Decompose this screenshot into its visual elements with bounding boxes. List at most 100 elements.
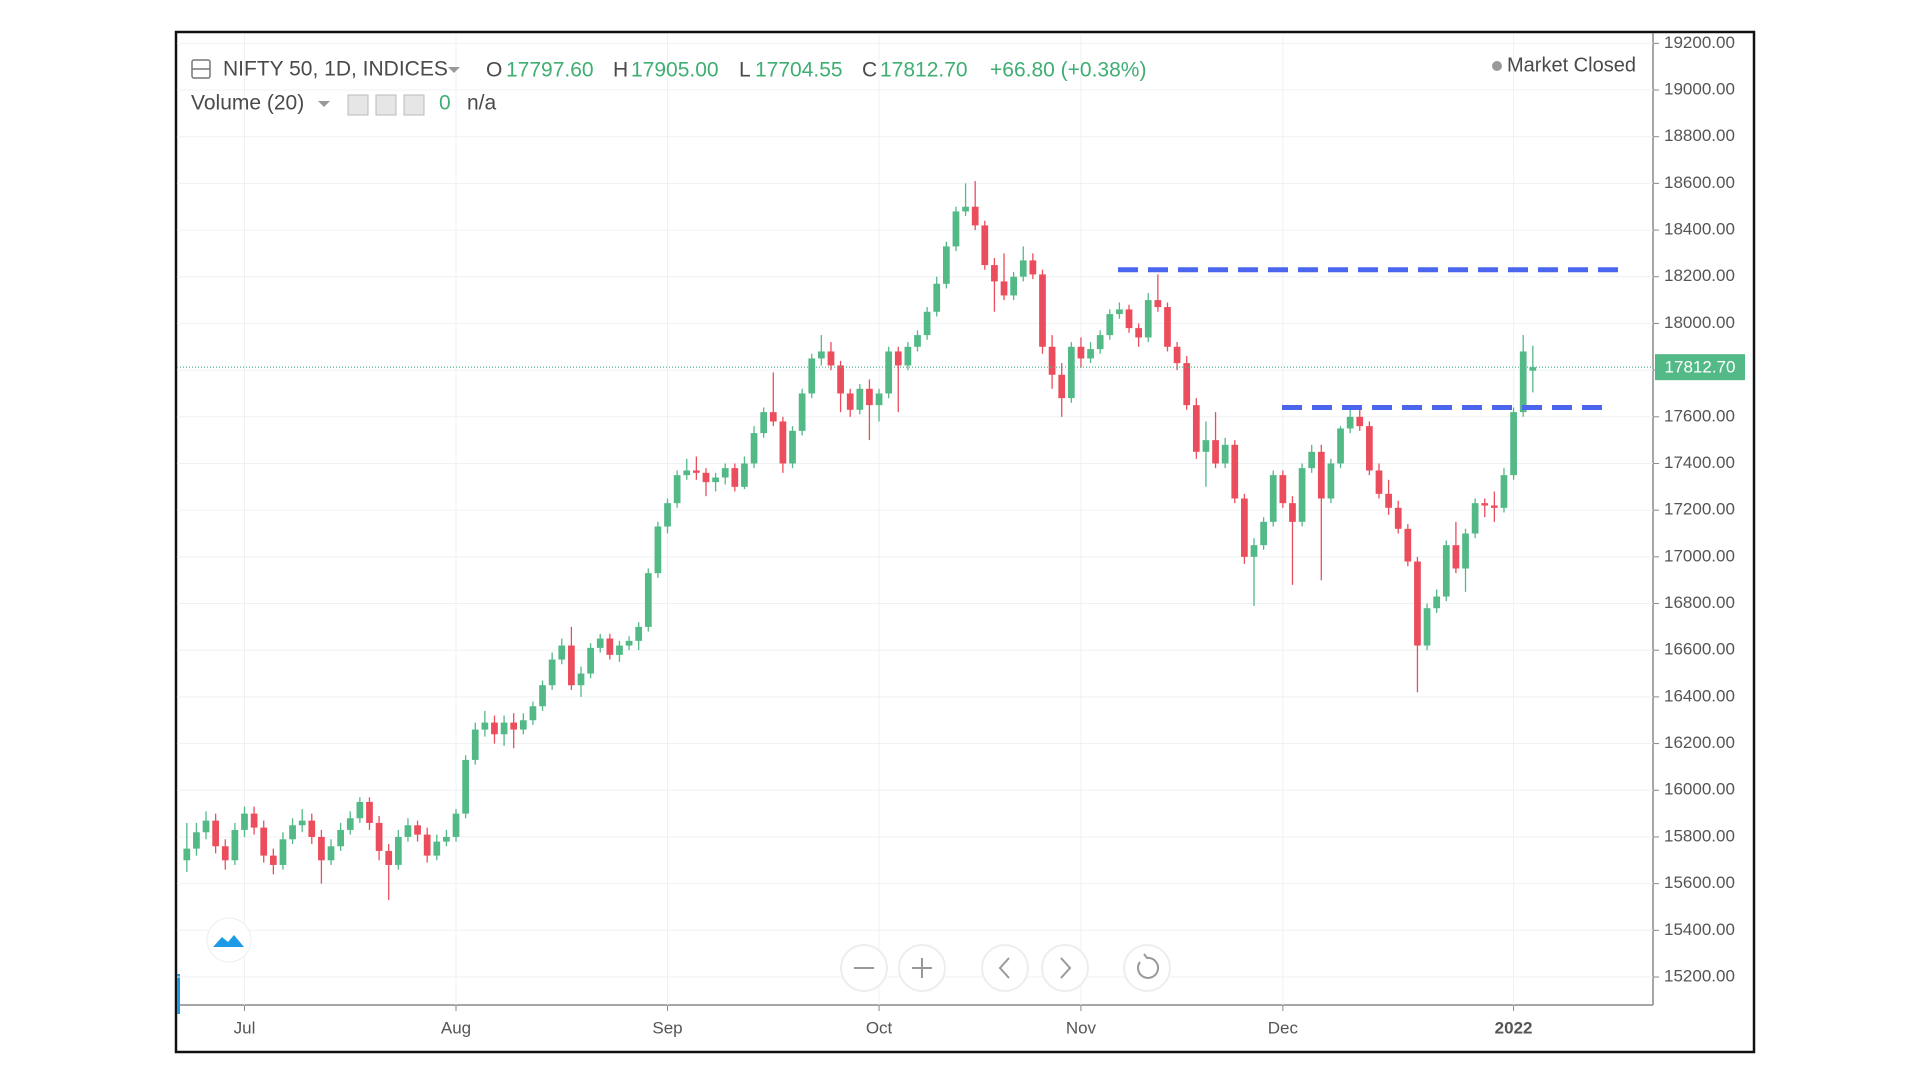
candle-body — [443, 836, 450, 842]
candle-body — [1231, 444, 1239, 499]
last-price-tag — [1655, 354, 1745, 381]
candle-body — [202, 820, 210, 833]
last-price-label: 17812.70 — [1665, 358, 1736, 377]
candle-body — [327, 846, 335, 861]
candle-body — [279, 839, 287, 865]
close-value: 17812.70 — [880, 59, 968, 82]
candle-body — [1317, 451, 1325, 499]
y-tick-label: 16800.00 — [1664, 593, 1735, 612]
high-value: 17905.00 — [631, 59, 719, 82]
candle-body — [808, 358, 816, 394]
candle-body — [183, 848, 191, 861]
candle-body — [1010, 276, 1018, 296]
candle-body — [741, 463, 748, 487]
candle-body — [1135, 328, 1142, 338]
symbol: NIFTY 50, 1D, INDICES — [223, 58, 448, 81]
y-tick-label: 15400.00 — [1664, 920, 1735, 939]
candle-body — [587, 647, 594, 674]
candle-body — [1260, 521, 1267, 546]
logo-badge[interactable] — [206, 917, 252, 963]
change: +66.80 (+0.38%) — [990, 59, 1146, 82]
low-key: L — [739, 59, 751, 82]
candle-body — [846, 393, 854, 410]
candle-body — [789, 430, 796, 464]
candle-body — [1385, 493, 1392, 508]
candle-body — [837, 365, 844, 394]
grid: 15200.00 15400.00 15600.00 15800.00 16000.00… — [177, 33, 1735, 1037]
candle-body — [414, 825, 421, 835]
candle-body — [1019, 260, 1027, 277]
candle-body — [712, 477, 719, 483]
candle-body — [1000, 281, 1008, 296]
candle-body — [1510, 412, 1517, 476]
candle-body — [539, 685, 546, 707]
candle-body — [212, 820, 220, 847]
candles — [183, 181, 1537, 900]
candle-body — [1212, 440, 1219, 464]
candle-body — [606, 638, 614, 655]
icon — [998, 957, 1010, 979]
candle-body — [250, 813, 258, 828]
scroll-right-button[interactable] — [1041, 944, 1089, 992]
candle-body — [1125, 309, 1133, 329]
candle-body — [914, 335, 921, 347]
candle-body — [769, 412, 777, 422]
candle-body — [337, 829, 345, 847]
candle-body — [1471, 503, 1479, 534]
candle-body — [885, 351, 893, 394]
x-tick-label: Sep — [652, 1018, 682, 1037]
candle-body — [866, 388, 873, 406]
x-tick-label: Oct — [866, 1018, 893, 1037]
candle-body — [904, 346, 912, 366]
candle-body — [1029, 260, 1037, 275]
candle-body — [423, 834, 431, 856]
candle-body — [346, 818, 354, 830]
candle-body — [750, 433, 758, 464]
scroll-left-button[interactable] — [981, 944, 1029, 992]
candle-body — [1433, 596, 1441, 609]
reset-button[interactable] — [1123, 944, 1171, 992]
candle-body — [462, 759, 469, 814]
candle-body — [1423, 608, 1431, 646]
candle-body — [385, 850, 393, 865]
candle-body — [404, 825, 412, 837]
candle-body — [1308, 451, 1316, 469]
candle-body — [1241, 498, 1248, 557]
candle-body — [298, 820, 306, 826]
y-tick-label: 18800.00 — [1664, 126, 1735, 145]
high-key: H — [613, 59, 628, 82]
eye-button[interactable] — [347, 94, 369, 116]
y-tick-label: 16200.00 — [1664, 733, 1735, 752]
candle-body — [1269, 475, 1277, 522]
candle-body — [221, 846, 229, 861]
candle-body — [779, 421, 787, 464]
y-tick-label: 17400.00 — [1664, 453, 1735, 472]
candle-body — [894, 351, 902, 366]
x-tick-label: Jul — [234, 1018, 256, 1037]
candle-body — [375, 822, 383, 851]
dropdown[interactable] — [448, 67, 460, 73]
candle-body — [1462, 533, 1469, 569]
y-tick-label: 17600.00 — [1664, 406, 1735, 425]
remove-button[interactable] — [403, 94, 425, 116]
y-tick-label: 16600.00 — [1664, 640, 1735, 659]
settings-button[interactable] — [375, 94, 397, 116]
candle-body — [1337, 428, 1344, 464]
candle-body — [318, 836, 325, 861]
candle-body — [971, 206, 979, 226]
candle-body — [1087, 349, 1094, 359]
candle-body — [1490, 505, 1498, 508]
candle-body — [596, 638, 604, 648]
candle-body — [616, 645, 623, 655]
status-dot — [1492, 61, 1502, 71]
candle-body — [1183, 363, 1191, 406]
candle-body — [1048, 346, 1056, 375]
logo — [213, 935, 244, 947]
candle-body — [1067, 346, 1075, 399]
candle-body — [231, 829, 239, 861]
candle-body — [193, 832, 200, 849]
candle-body — [1202, 440, 1210, 452]
dropdown[interactable] — [318, 101, 330, 107]
